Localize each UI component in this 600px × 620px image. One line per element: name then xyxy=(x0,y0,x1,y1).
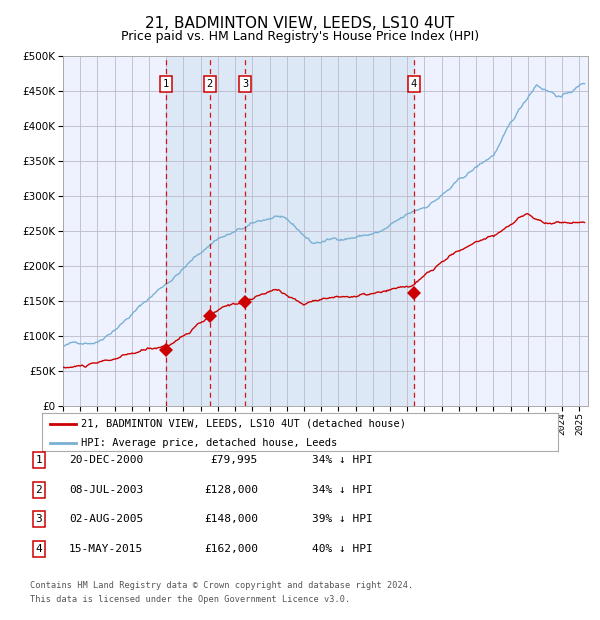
Text: 4: 4 xyxy=(410,79,417,89)
Text: Contains HM Land Registry data © Crown copyright and database right 2024.: Contains HM Land Registry data © Crown c… xyxy=(30,582,413,590)
Text: HPI: Average price, detached house, Leeds: HPI: Average price, detached house, Leed… xyxy=(80,438,337,448)
Text: £79,995: £79,995 xyxy=(211,455,258,465)
Text: 15-MAY-2015: 15-MAY-2015 xyxy=(69,544,143,554)
Text: 40% ↓ HPI: 40% ↓ HPI xyxy=(312,544,373,554)
Text: 34% ↓ HPI: 34% ↓ HPI xyxy=(312,485,373,495)
Text: 21, BADMINTON VIEW, LEEDS, LS10 4UT: 21, BADMINTON VIEW, LEEDS, LS10 4UT xyxy=(145,16,455,31)
Text: 08-JUL-2003: 08-JUL-2003 xyxy=(69,485,143,495)
Text: 3: 3 xyxy=(242,79,248,89)
Text: £148,000: £148,000 xyxy=(204,514,258,524)
Text: 20-DEC-2000: 20-DEC-2000 xyxy=(69,455,143,465)
Text: 21, BADMINTON VIEW, LEEDS, LS10 4UT (detached house): 21, BADMINTON VIEW, LEEDS, LS10 4UT (det… xyxy=(80,418,406,428)
Text: 3: 3 xyxy=(35,514,43,524)
Text: 02-AUG-2005: 02-AUG-2005 xyxy=(69,514,143,524)
Text: 1: 1 xyxy=(163,79,169,89)
Text: Price paid vs. HM Land Registry's House Price Index (HPI): Price paid vs. HM Land Registry's House … xyxy=(121,30,479,43)
Text: 39% ↓ HPI: 39% ↓ HPI xyxy=(312,514,373,524)
Bar xyxy=(166,56,413,406)
Text: 2: 2 xyxy=(35,485,43,495)
Text: 2: 2 xyxy=(206,79,213,89)
Text: £162,000: £162,000 xyxy=(204,544,258,554)
Text: This data is licensed under the Open Government Licence v3.0.: This data is licensed under the Open Gov… xyxy=(30,595,350,604)
Text: 4: 4 xyxy=(35,544,43,554)
Text: 1: 1 xyxy=(35,455,43,465)
Text: 34% ↓ HPI: 34% ↓ HPI xyxy=(312,455,373,465)
Text: £128,000: £128,000 xyxy=(204,485,258,495)
